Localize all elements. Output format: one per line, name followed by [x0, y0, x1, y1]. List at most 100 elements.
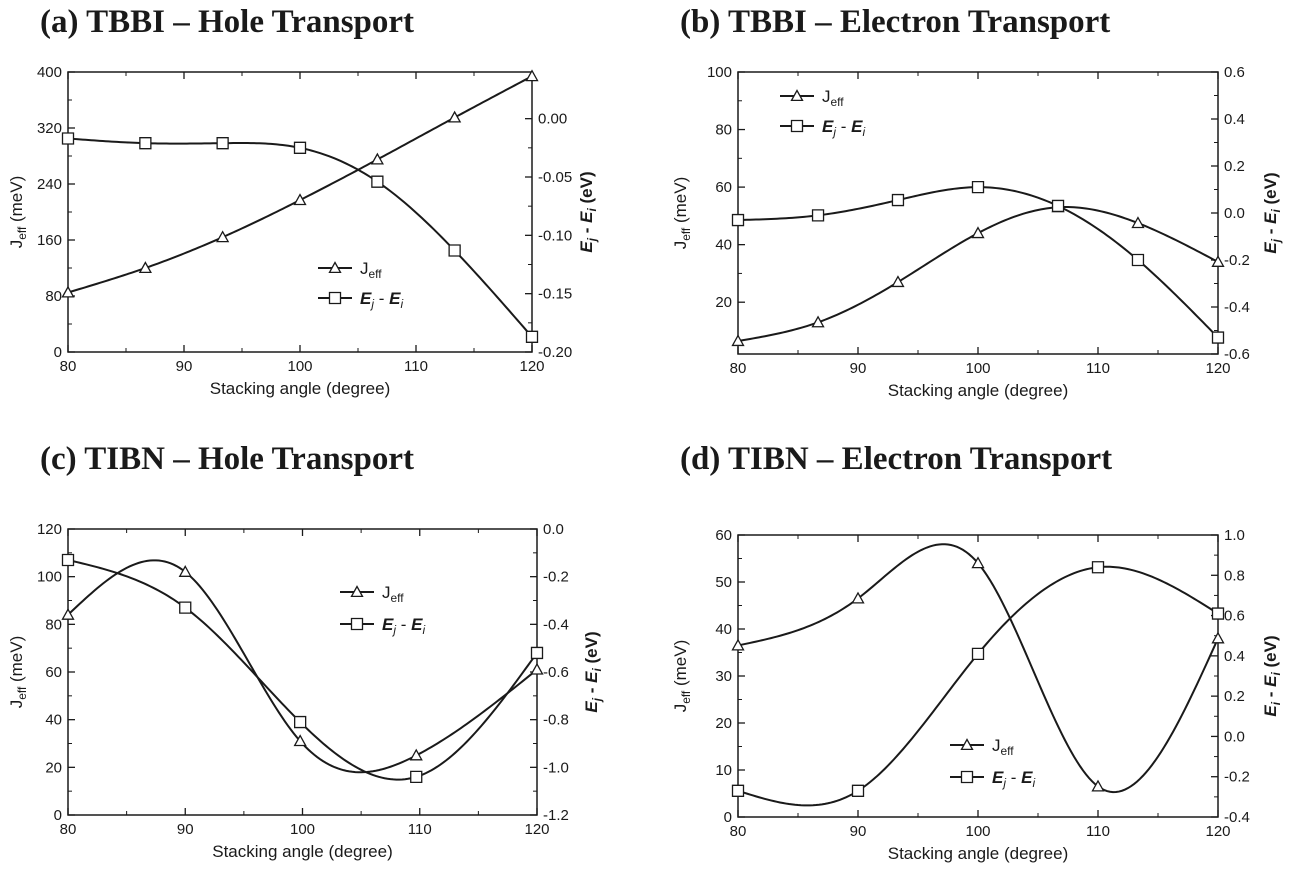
legend-marker: [350, 617, 364, 631]
triangle-marker: [216, 230, 230, 243]
square-marker: [731, 784, 745, 797]
x-tick-label: 120: [1205, 823, 1230, 840]
series-line-jeff: [737, 543, 1219, 794]
y2-axis-title: Ej - Ei (eV): [582, 631, 604, 712]
chart-panel-c: (c) TIBN – Hole Transport 80 90 100 110 120 0…: [0, 437, 640, 874]
y2-tick-label: 0.4: [1224, 111, 1245, 128]
triangle-marker: [851, 591, 865, 604]
legend-marker: [328, 261, 342, 274]
y-tick-label: 20: [715, 715, 732, 732]
legend-marker: [790, 89, 804, 102]
square-marker: [1091, 561, 1105, 574]
square-marker: [293, 141, 307, 154]
triangle-marker: [409, 748, 423, 761]
x-tick-label: 110: [1086, 823, 1110, 840]
triangle-marker: [731, 334, 745, 347]
y-tick-label: 80: [715, 122, 732, 139]
chart-plot: 80 90 100 110 120 20 40 60 80 100 -0.6 -0.4 -0.2 0.0 0…: [671, 64, 1283, 400]
triangle-marker: [971, 556, 985, 569]
triangle-marker: [971, 226, 985, 239]
y2-tick-label: -0.4: [543, 616, 569, 633]
legend-label: Ej - Ei: [992, 768, 1035, 790]
chart-panel-b: (b) TBBI – Electron Transport 80 90 100 110…: [640, 0, 1283, 437]
series-line-energy: [67, 559, 538, 781]
chart-title: (a) TBBI – Hole Transport: [40, 4, 415, 40]
legend-label: Jeff: [382, 583, 404, 605]
y-tick-label: 320: [37, 120, 62, 137]
y-tick-label: 60: [715, 179, 732, 196]
triangle-marker: [370, 152, 384, 165]
y-tick-label: 60: [715, 527, 732, 544]
x-tick-label: 90: [850, 360, 867, 377]
x-tick-label: 80: [730, 823, 747, 840]
y2-tick-label: 0.4: [1224, 648, 1245, 665]
triangle-marker: [1211, 631, 1225, 644]
triangle-marker: [293, 193, 307, 206]
y2-axis-title: Ej - Ei (eV): [577, 171, 599, 252]
x-tick-label: 120: [524, 821, 549, 838]
y2-axis-title: Ej - Ei (eV): [1261, 172, 1283, 253]
y-tick-label: 0: [54, 807, 62, 824]
chart-panel-d: (d) TIBN – Electron Transport 80 90 100 110…: [640, 437, 1283, 874]
y-axis-title: Jeff (meV): [7, 636, 29, 709]
triangle-marker: [61, 607, 75, 620]
square-marker: [811, 209, 825, 222]
y-tick-label: 240: [37, 176, 62, 193]
legend-label: Jeff: [360, 259, 382, 281]
x-axis-title: Stacking angle (degree): [210, 379, 391, 398]
y2-tick-label: -0.6: [543, 664, 569, 681]
y-tick-label: 100: [37, 569, 62, 586]
legend-marker: [960, 770, 974, 784]
plot-frame: [737, 71, 1219, 355]
plot-frame: [67, 528, 538, 816]
x-tick-label: 120: [519, 358, 544, 375]
y2-tick-label: -0.4: [1224, 809, 1250, 826]
y2-tick-label: -0.6: [1224, 346, 1250, 363]
y2-axis-title: Ei - Ei (eV): [1261, 635, 1283, 716]
triangle-marker: [1131, 216, 1145, 229]
x-tick-label: 80: [730, 360, 747, 377]
triangle-marker: [891, 275, 905, 288]
y2-tick-label: 0.00: [538, 111, 567, 128]
x-tick-label: 110: [404, 358, 428, 375]
y2-tick-label: -0.8: [543, 712, 569, 729]
square-marker: [525, 330, 539, 343]
x-axis-title: Stacking angle (degree): [212, 842, 393, 861]
y2-tick-label: 0.2: [1224, 158, 1245, 175]
triangle-marker: [448, 110, 462, 123]
triangle-marker: [1211, 255, 1225, 267]
x-tick-label: 90: [176, 358, 193, 375]
y2-tick-label: 0.8: [1224, 567, 1245, 584]
y-tick-label: 20: [715, 294, 732, 311]
triangle-marker: [61, 285, 75, 298]
triangle-marker: [811, 315, 825, 328]
y-tick-label: 0: [54, 344, 62, 361]
y-tick-label: 50: [715, 574, 732, 591]
chart-plot: 80 90 100 110 120080160240320400-0.20-0.15-0…: [7, 64, 599, 398]
y2-tick-label: 0.2: [1224, 688, 1245, 705]
chart-plot: 80 90 100 110 120 0 10 20 30 40 50 60 -0.4 -0.2 0.0 0.2…: [671, 527, 1283, 863]
chart-plot: 80 90 100 110 120020406080100120-1.2-1.0-0.8…: [7, 521, 604, 861]
series-line-energy: [67, 137, 533, 338]
x-tick-label: 120: [1205, 360, 1230, 377]
x-tick-label: 110: [1086, 360, 1110, 377]
y2-tick-label: 0.0: [543, 521, 564, 538]
triangle-marker: [138, 261, 152, 274]
legend-marker: [960, 738, 974, 751]
triangle-marker: [178, 565, 192, 577]
triangle-marker: [293, 734, 307, 747]
y-tick-label: 80: [45, 288, 62, 305]
y-tick-label: 400: [37, 64, 62, 81]
x-tick-label: 110: [408, 821, 432, 838]
y2-tick-label: 0.0: [1224, 728, 1245, 745]
y-tick-label: 40: [45, 712, 62, 729]
x-tick-label: 80: [60, 821, 77, 838]
square-marker: [891, 193, 905, 207]
y2-tick-label: -0.10: [538, 227, 572, 244]
square-marker: [139, 137, 152, 150]
y-axis-title: Jeff (meV): [671, 177, 693, 250]
x-tick-label: 100: [290, 821, 315, 838]
x-tick-label: 90: [177, 821, 194, 838]
legend-label: Jeff: [822, 87, 844, 109]
y2-tick-label: 0.6: [1224, 608, 1245, 625]
